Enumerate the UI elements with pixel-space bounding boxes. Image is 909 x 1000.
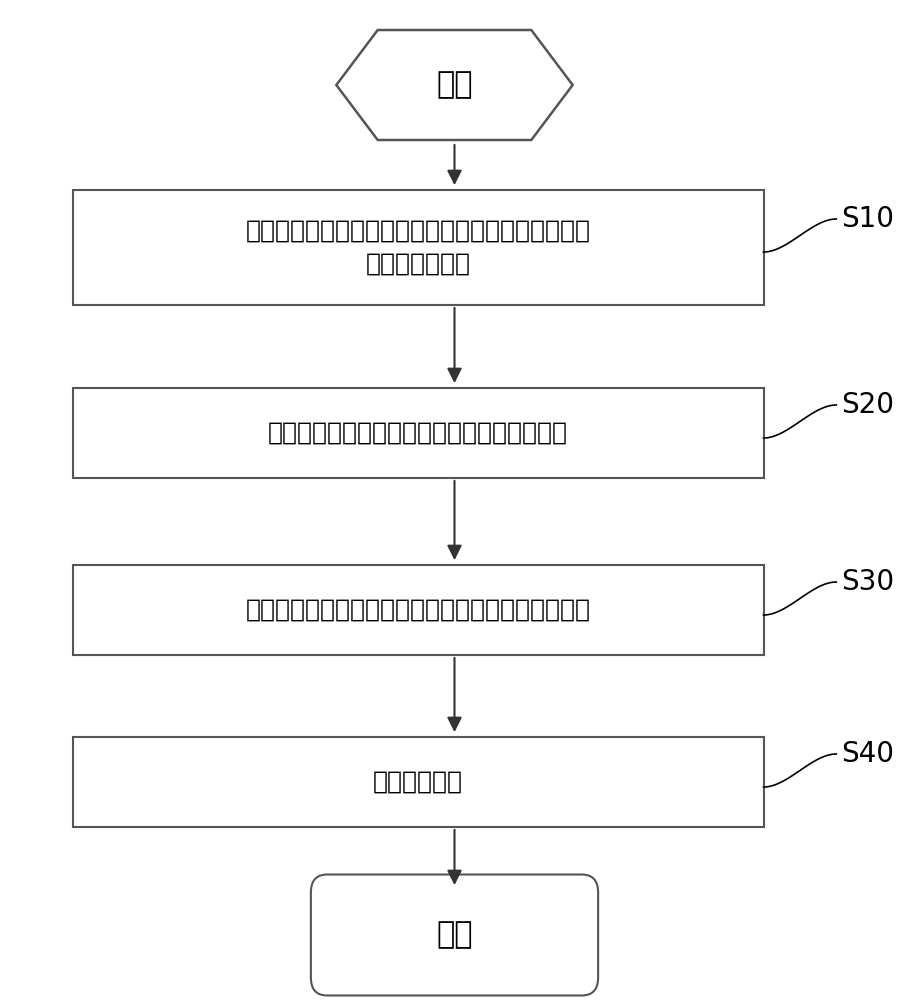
Bar [73, 737, 764, 827]
Text: 开始: 开始 [436, 70, 473, 100]
Text: 显示检测结果: 显示检测结果 [373, 770, 464, 794]
Text: 接收第二数据并对第二数据进行分析以得到检测结果: 接收第二数据并对第二数据进行分析以得到检测结果 [245, 598, 591, 622]
Text: 结束: 结束 [436, 920, 473, 950]
Text: S10: S10 [841, 205, 894, 233]
Text: S40: S40 [841, 740, 894, 768]
Bar [73, 190, 764, 304]
Text: S30: S30 [841, 568, 894, 596]
Polygon shape [336, 30, 573, 140]
Text: S20: S20 [841, 391, 894, 419]
Bar [73, 388, 764, 478]
Bar [73, 565, 764, 655]
Text: 收集船载天线的若干个传感器的当前数据并存储当前
数据为第一数据: 收集船载天线的若干个传感器的当前数据并存储当前 数据为第一数据 [245, 218, 591, 276]
Text: 将第一数据转换为第二数据并通过一网络发送: 将第一数据转换为第二数据并通过一网络发送 [268, 421, 568, 445]
FancyBboxPatch shape [311, 874, 598, 996]
